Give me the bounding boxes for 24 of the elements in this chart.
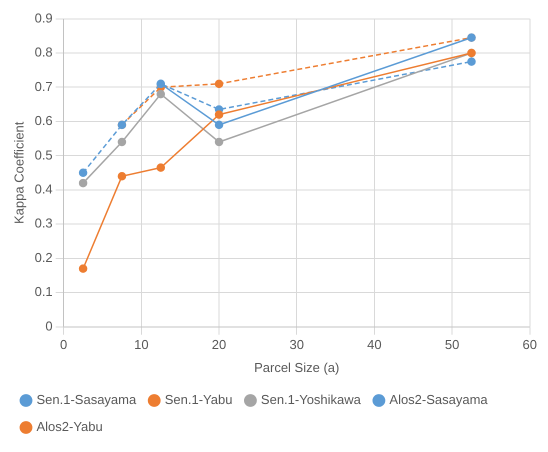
legend-label: Sen.1-Yoshikawa [260, 392, 362, 408]
legend-label: Alos2-Yabu [36, 419, 103, 434]
y-tick-label: 0.4 [34, 181, 53, 196]
x-tick-label: 0 [60, 337, 68, 352]
y-tick-label: 0.1 [34, 284, 53, 300]
x-tick-label: 60 [522, 337, 538, 352]
y-tick-label: 0.2 [34, 250, 53, 265]
x-tick-label: 50 [444, 337, 460, 352]
legend-label: Sen.1-Sasayama [36, 392, 137, 408]
y-tick-label: 0.7 [34, 78, 53, 94]
legend-label: Alos2-Sasayama [389, 392, 488, 408]
y-tick-label: 0.3 [34, 216, 53, 231]
y-axis-title: Kappa Coefficient [11, 121, 26, 224]
x-tick-label: 40 [367, 337, 382, 352]
x-tick-label: 30 [289, 337, 304, 352]
x-tick-label: 20 [212, 337, 226, 352]
y-tick-label: 0.9 [34, 10, 53, 26]
x-axis-title: Parcel Size (a) [254, 360, 340, 375]
y-tick-label: 0.8 [34, 44, 53, 60]
y-tick-label: 0.5 [34, 147, 53, 162]
y-tick-label: 0.6 [34, 113, 53, 128]
legend-label: Sen.1-Yabu [164, 392, 232, 408]
y-tick-label: 0 [45, 318, 53, 334]
x-tick-label: 10 [134, 337, 149, 352]
